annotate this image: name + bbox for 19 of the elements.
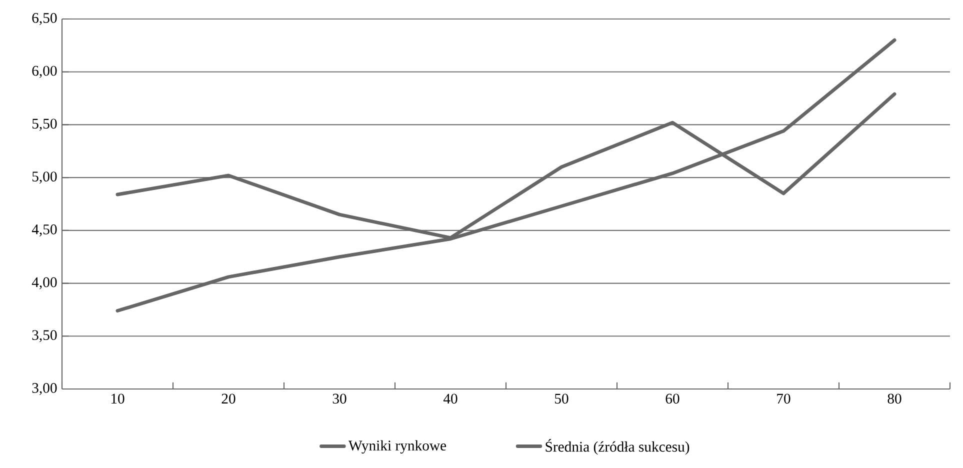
y-tick-label: 4,00 — [32, 277, 57, 290]
y-tick-label: 3,00 — [32, 383, 57, 396]
x-tick-label: 60 — [666, 394, 680, 404]
x-tick-label: 40 — [443, 394, 458, 404]
y-tick-label: 4,50 — [32, 224, 57, 236]
y-tick-label: 5,00 — [32, 172, 57, 184]
legend-label: Wyniki rynkowe — [348, 440, 446, 454]
legend-label: Średnia (źródła sukcesu) — [546, 439, 690, 455]
line-series — [116, 38, 896, 313]
y-tick-label: 6,00 — [32, 66, 57, 78]
y-tick-label: 3,50 — [32, 330, 57, 342]
x-tick-label: 10 — [111, 394, 124, 404]
x-tick-label: 30 — [332, 394, 346, 404]
y-tick-label: 6,50 — [32, 13, 57, 26]
x-tick-label: 80 — [888, 394, 902, 404]
x-tick-label: 70 — [777, 394, 790, 404]
x-tick-label: 20 — [222, 394, 236, 404]
y-tick-label: 5,50 — [32, 118, 57, 131]
x-tick-label: 50 — [555, 394, 568, 404]
